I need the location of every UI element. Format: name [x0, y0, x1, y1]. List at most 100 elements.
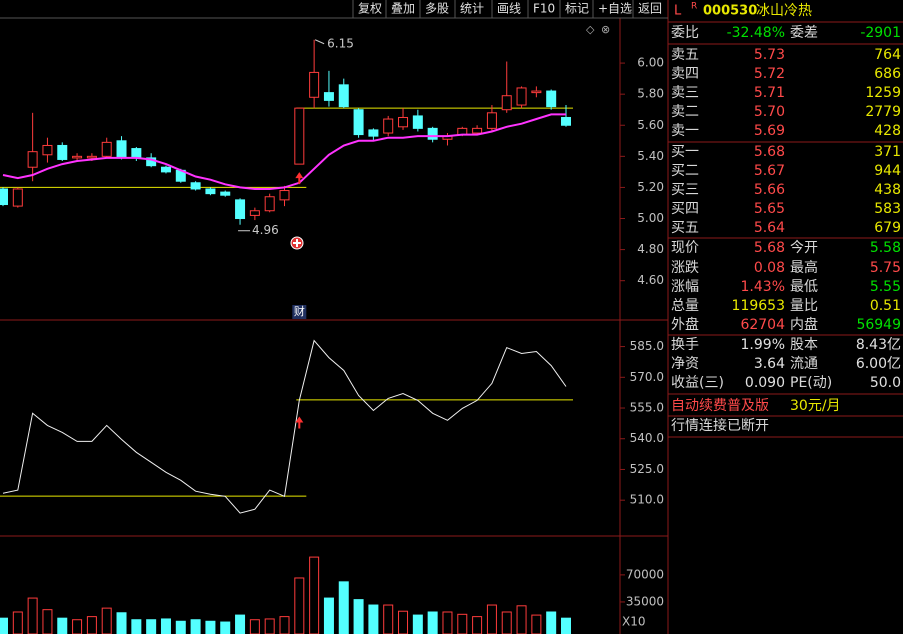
- order-volume: 583: [874, 201, 901, 217]
- order-volume: 1259: [865, 85, 901, 101]
- signal-arrow: [295, 172, 304, 185]
- order-price: 5.73: [754, 47, 785, 63]
- stat-value: 3.64: [754, 356, 785, 372]
- volume-bar: [205, 620, 216, 634]
- candle-body: [235, 199, 246, 220]
- signal-arrow: [295, 416, 304, 429]
- volume-multiplier: X10: [622, 615, 646, 629]
- volume-bar: [220, 621, 231, 634]
- order-volume: 686: [874, 66, 901, 82]
- promo-price: 30元/月: [790, 398, 841, 414]
- volume-bar: [353, 599, 364, 634]
- stock-market: R: [691, 2, 697, 12]
- order-label: 卖一: [671, 123, 699, 139]
- volume-bar: [516, 605, 527, 634]
- order-label: 买四: [671, 201, 699, 217]
- candle-body: [131, 148, 142, 159]
- stat-label: 外盘: [671, 316, 699, 333]
- stat-label: 最高: [790, 259, 818, 276]
- order-volume: 764: [874, 47, 901, 63]
- candle-body: [501, 95, 512, 111]
- toolbar-button[interactable]: 复权: [358, 2, 382, 16]
- volume-bar: [294, 577, 305, 634]
- candle-body: [383, 118, 394, 134]
- stat-label: 量比: [790, 298, 818, 314]
- volume-bar: [249, 619, 260, 634]
- volume-bar: [131, 619, 142, 634]
- stat-label: 涨跌: [671, 260, 699, 276]
- candle-body: [86, 155, 97, 159]
- stock-code: 000530: [703, 4, 757, 19]
- stat-value: 50.0: [870, 375, 901, 391]
- icon-close[interactable]: ⊗: [601, 23, 610, 36]
- y-tick-label: 525.0: [630, 462, 664, 476]
- candle-body: [190, 182, 201, 190]
- candle-body: [72, 155, 83, 159]
- candle-body: [486, 112, 497, 129]
- order-price: 5.65: [754, 201, 785, 217]
- quote-value: -2901: [860, 25, 901, 41]
- order-price: 5.70: [754, 104, 785, 120]
- candle-body: [472, 127, 483, 134]
- order-label: 卖五: [671, 47, 699, 63]
- volume-bar: [531, 614, 542, 634]
- toolbar-button[interactable]: 叠加: [391, 2, 415, 16]
- candle-body: [323, 92, 334, 101]
- toolbar-button[interactable]: 画线: [497, 2, 521, 16]
- stat-value: 5.75: [870, 260, 901, 276]
- icon-diamond[interactable]: ◇: [586, 23, 595, 36]
- stat-value: 8.43亿: [856, 337, 901, 353]
- volume-bar: [160, 618, 171, 634]
- candle-body: [531, 90, 542, 94]
- toolbar-button[interactable]: +自选: [598, 2, 632, 16]
- volume-bar: [101, 607, 112, 634]
- toolbar-button[interactable]: 多股: [425, 2, 449, 16]
- volume-bar: [398, 610, 409, 634]
- toolbar-button[interactable]: 返回: [638, 2, 662, 16]
- moving-average: [2, 113, 566, 190]
- indicator-line: [2, 339, 567, 514]
- candle-body: [12, 188, 23, 207]
- stat-value: 1.43%: [741, 279, 785, 295]
- stat-value: 5.55: [870, 279, 901, 295]
- candle-body: [27, 151, 38, 168]
- stat-value: 0.51: [870, 298, 901, 314]
- annotation-box: [292, 305, 307, 319]
- order-price: 5.66: [754, 182, 785, 198]
- volume-bar: [116, 612, 127, 634]
- candle-body: [412, 115, 423, 129]
- volume-bar: [486, 604, 497, 634]
- y-tick-label: 5.80: [637, 87, 664, 101]
- order-label: 买五: [671, 220, 699, 236]
- candle-body: [205, 188, 216, 195]
- stat-value: 119653: [732, 298, 785, 314]
- y-tick-label: 70000: [626, 567, 664, 581]
- toolbar-button[interactable]: 标记: [565, 2, 589, 16]
- candle-body: [220, 191, 231, 196]
- connection-status: 行情连接已断开: [671, 417, 769, 434]
- y-tick-label: 570.0: [630, 370, 664, 384]
- y-tick-label: 4.60: [637, 273, 664, 287]
- y-tick-label: 585.0: [630, 339, 664, 353]
- volume-bar: [501, 611, 512, 634]
- toolbar-button[interactable]: 统计: [460, 2, 484, 16]
- order-volume: 371: [874, 144, 901, 160]
- stat-label: 涨幅: [671, 279, 699, 295]
- toolbar-button[interactable]: F10: [533, 2, 555, 16]
- stat-value: 1.99%: [741, 337, 785, 353]
- stat-label: 总量: [671, 298, 699, 314]
- order-label: 卖四: [671, 66, 699, 82]
- volume-bar: [323, 597, 334, 634]
- candle-body: [427, 127, 438, 140]
- candle-body: [353, 109, 364, 136]
- candle-body: [338, 84, 349, 108]
- order-price: 5.68: [754, 144, 785, 160]
- stat-value: 5.58: [870, 240, 901, 256]
- stat-value: 5.68: [754, 240, 785, 256]
- candle-body: [516, 87, 527, 106]
- annotation[interactable]: 财: [294, 304, 305, 318]
- quote-label: 委差: [790, 25, 818, 41]
- y-tick-label: 6.00: [637, 56, 664, 70]
- volume-bar: [42, 609, 53, 634]
